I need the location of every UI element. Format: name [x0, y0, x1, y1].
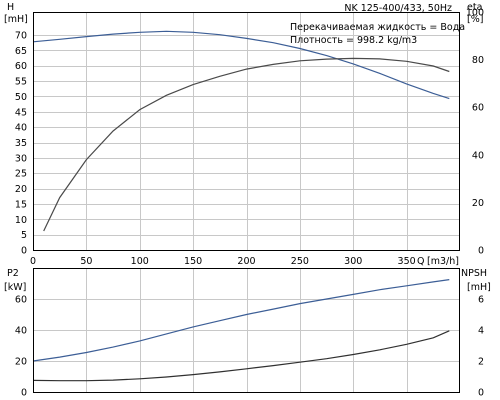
left-tick-label: 55	[15, 77, 27, 88]
right-tick-label: 0	[478, 388, 484, 399]
labels: NK 125-400/433, 50Hz Перекачиваемая жидк…	[4, 2, 491, 399]
curve-eta	[43, 57, 450, 232]
npsh-axis-label: NPSH	[461, 268, 487, 279]
left-tick-label: 40	[15, 326, 27, 337]
curves	[32, 30, 450, 382]
x-axis-unit: [m3/h]	[427, 256, 459, 267]
right-tick-label: 0	[478, 246, 484, 257]
left-tick-label: 5	[21, 230, 27, 241]
annotation-density: Плотность = 998.2 kg/m3	[290, 35, 417, 46]
left-tick-label: 15	[15, 199, 27, 210]
annotation-liquid: Перекачиваемая жидкость = Вода	[290, 22, 465, 33]
left-tick-label: 40	[15, 123, 27, 134]
x-tick-label: 0	[30, 256, 36, 267]
right-tick-label: 20	[472, 198, 484, 209]
x-tick-label: 300	[344, 256, 362, 267]
x-tick-label: 50	[80, 256, 92, 267]
left-tick-label: 0	[21, 388, 27, 399]
left-tick-label: 0	[21, 246, 27, 257]
x-tick-label: 200	[237, 256, 255, 267]
chart-title: NK 125-400/433, 50Hz	[344, 3, 452, 14]
right-tick-label: 2	[478, 357, 484, 368]
plot-frame	[33, 12, 460, 251]
right-tick-label: 4	[478, 326, 484, 337]
right-tick-label: 100	[466, 8, 484, 19]
eta-axis-label: eta	[467, 2, 482, 13]
left-tick-label: 60	[15, 61, 27, 72]
right-tick-label: 60	[472, 103, 484, 114]
left-tick-label: 45	[15, 107, 27, 118]
npsh-axis-unit: [mH]	[467, 282, 491, 293]
left-tick-label: 30	[15, 153, 27, 164]
right-tick-label: 80	[472, 55, 484, 66]
x-tick-label: 250	[291, 256, 309, 267]
curve-p2	[32, 279, 450, 362]
right-tick-label: 6	[478, 295, 484, 306]
left-tick-label: 20	[15, 357, 27, 368]
left-tick-label: 60	[15, 295, 27, 306]
grid-lines	[33, 12, 460, 392]
right-tick-label: 40	[472, 150, 484, 161]
curve-h	[32, 30, 450, 100]
curve-npsh	[32, 330, 450, 382]
p2-axis-unit: [kW]	[4, 282, 26, 293]
x-tick-label: 350	[398, 256, 416, 267]
x-axis-label: Q	[417, 256, 424, 267]
left-tick-label: 65	[15, 46, 27, 57]
plot-frames	[33, 12, 460, 393]
plot-frame	[33, 268, 460, 393]
x-tick-label: 100	[131, 256, 149, 267]
left-tick-label: 25	[15, 169, 27, 180]
left-tick-label: 10	[15, 215, 27, 226]
x-tick-label: 150	[184, 256, 202, 267]
h-axis-unit: [mH]	[4, 14, 28, 25]
p2-axis-label: P2	[7, 268, 19, 279]
left-tick-label: 70	[15, 31, 27, 42]
left-tick-label: 20	[15, 184, 27, 195]
left-tick-label: 35	[15, 138, 27, 149]
eta-axis-unit: [%]	[467, 14, 483, 25]
left-tick-label: 50	[15, 92, 27, 103]
h-axis-label: H	[7, 2, 14, 13]
